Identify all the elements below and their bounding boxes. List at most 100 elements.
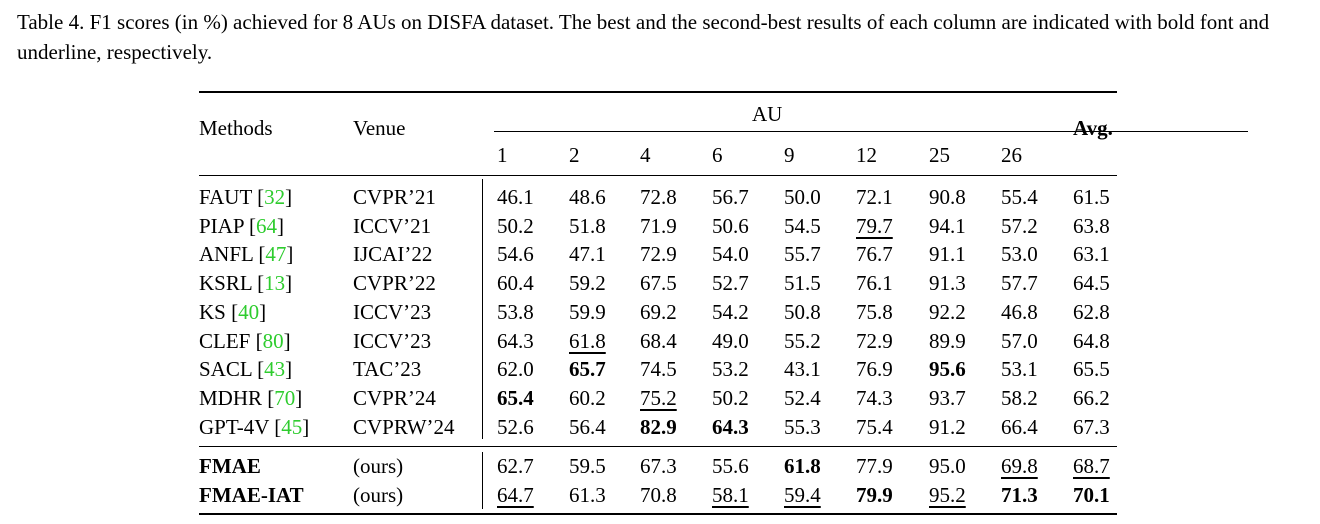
method-name: CLEF [80] (199, 328, 291, 353)
avg-cell: 61.5 (1073, 185, 1110, 209)
score-cell-au-12: 77.9 (856, 454, 893, 478)
score-cell-au-12: 76.1 (856, 271, 893, 296)
citation-link[interactable]: 64 (256, 213, 277, 238)
table-caption: Table 4. F1 scores (in %) achieved for 8… (17, 10, 1270, 64)
method-name: ANFL [47] (199, 242, 294, 267)
venue-cell: IJCAI’22 (353, 242, 433, 267)
score-cell-au-4: 72.9 (640, 242, 677, 267)
method-label: ANFL (199, 242, 254, 267)
citation-link[interactable]: 45 (281, 414, 303, 439)
header-avg: Avg. (1073, 116, 1113, 140)
method-label: FMAE (199, 454, 261, 478)
venue-cell: CVPR’22 (353, 271, 436, 296)
avg-cell: 67.3 (1073, 414, 1110, 439)
score-cell-au-6: 56.7 (712, 185, 749, 209)
avg-cell: 64.8 (1073, 328, 1110, 353)
header-rule (199, 175, 1117, 176)
score-cell-au-9: 43.1 (784, 357, 821, 382)
ours-separator-rule (199, 446, 1117, 447)
score-cell-au-6: 49.0 (712, 328, 749, 353)
score-cell-au-4: 82.9 (640, 414, 677, 439)
citation-link[interactable]: 13 (264, 271, 286, 296)
score-cell-au-25: 95.0 (929, 454, 966, 478)
method-name: FMAE-IAT (199, 482, 304, 508)
venue-cell: CVPR’24 (353, 385, 436, 410)
header-venue: Venue (353, 116, 406, 140)
score-cell-au-2: 47.1 (569, 242, 606, 267)
score-cell-au-12: 74.3 (856, 385, 893, 410)
score-cell-au-9: 50.0 (784, 185, 821, 209)
score-cell-au-9: 52.4 (784, 385, 821, 410)
score-cell-au-2: 59.2 (569, 271, 606, 296)
score-cell-au-1: 60.4 (497, 271, 534, 296)
citation-link[interactable]: 80 (262, 328, 284, 353)
method-label: FAUT (199, 185, 252, 209)
header-au-6: 6 (712, 143, 723, 167)
avg-cell: 63.8 (1073, 213, 1110, 238)
score-cell-au-1: 62.7 (497, 454, 534, 478)
score-cell-au-6: 50.2 (712, 385, 749, 410)
score-cell-au-12: 76.7 (856, 242, 893, 267)
score-cell-au-26: 53.0 (1001, 242, 1038, 267)
avg-cell: 70.1 (1073, 482, 1110, 507)
score-cell-au-1: 65.4 (497, 385, 534, 410)
header-au-9: 9 (784, 143, 795, 167)
score-cell-au-4: 69.2 (640, 299, 677, 324)
score-cell-au-25: 90.8 (929, 185, 966, 209)
citation-link[interactable]: 47 (265, 242, 287, 267)
bottom-rule (199, 513, 1117, 515)
score-cell-au-2: 51.8 (569, 213, 606, 238)
score-cell-au-4: 71.9 (640, 213, 677, 238)
score-cell-au-2: 48.6 (569, 185, 606, 209)
method-name: KS [40] (199, 299, 267, 324)
venue-cell: ICCV’23 (353, 299, 432, 324)
citation-link[interactable]: 70 (274, 385, 296, 410)
score-cell-au-25: 91.1 (929, 242, 966, 267)
score-cell-au-25: 91.2 (929, 414, 966, 439)
score-cell-au-26: 53.1 (1001, 357, 1038, 382)
score-cell-au-6: 58.1 (712, 482, 749, 507)
score-cell-au-12: 79.9 (856, 482, 893, 507)
citation-link[interactable]: 32 (264, 185, 286, 209)
method-label: SACL (199, 357, 252, 382)
venue-cell: CVPR’21 (353, 185, 436, 209)
score-cell-au-4: 68.4 (640, 328, 677, 353)
method-label: CLEF (199, 328, 251, 353)
score-cell-au-26: 57.2 (1001, 213, 1038, 238)
au-group-rule (494, 131, 1248, 132)
score-cell-au-4: 72.8 (640, 185, 677, 209)
score-cell-au-1: 53.8 (497, 299, 534, 324)
venue-cell: TAC’23 (353, 357, 422, 382)
score-cell-au-2: 61.8 (569, 328, 606, 353)
score-cell-au-9: 50.8 (784, 299, 821, 324)
header-au-12: 12 (856, 143, 877, 167)
score-cell-au-4: 67.5 (640, 271, 677, 296)
score-cell-au-4: 74.5 (640, 357, 677, 382)
score-cell-au-25: 94.1 (929, 213, 966, 238)
header-methods: Methods (199, 116, 273, 140)
score-cell-au-9: 55.7 (784, 242, 821, 267)
score-cell-au-25: 89.9 (929, 328, 966, 353)
citation-link[interactable]: 40 (238, 299, 260, 324)
score-cell-au-25: 95.6 (929, 357, 966, 382)
method-name: FMAE (199, 453, 261, 479)
method-label: MDHR (199, 385, 263, 410)
score-cell-au-2: 59.9 (569, 299, 606, 324)
score-cell-au-26: 58.2 (1001, 385, 1038, 410)
score-cell-au-6: 52.7 (712, 271, 749, 296)
venue-cell: (ours) (353, 482, 404, 507)
citation-link[interactable]: 43 (264, 357, 286, 382)
header-au-26: 26 (1001, 143, 1022, 167)
score-cell-au-25: 95.2 (929, 482, 966, 507)
venue-cell: (ours) (353, 454, 404, 478)
score-cell-au-26: 57.0 (1001, 328, 1038, 353)
score-cell-au-6: 50.6 (712, 213, 749, 238)
score-cell-au-2: 56.4 (569, 414, 606, 439)
score-cell-au-1: 54.6 (497, 242, 534, 267)
method-label: FMAE-IAT (199, 482, 304, 507)
score-cell-au-2: 65.7 (569, 357, 606, 382)
score-cell-au-9: 54.5 (784, 213, 821, 238)
score-cell-au-25: 91.3 (929, 271, 966, 296)
score-cell-au-26: 46.8 (1001, 299, 1038, 324)
venue-divider-top (482, 179, 483, 439)
